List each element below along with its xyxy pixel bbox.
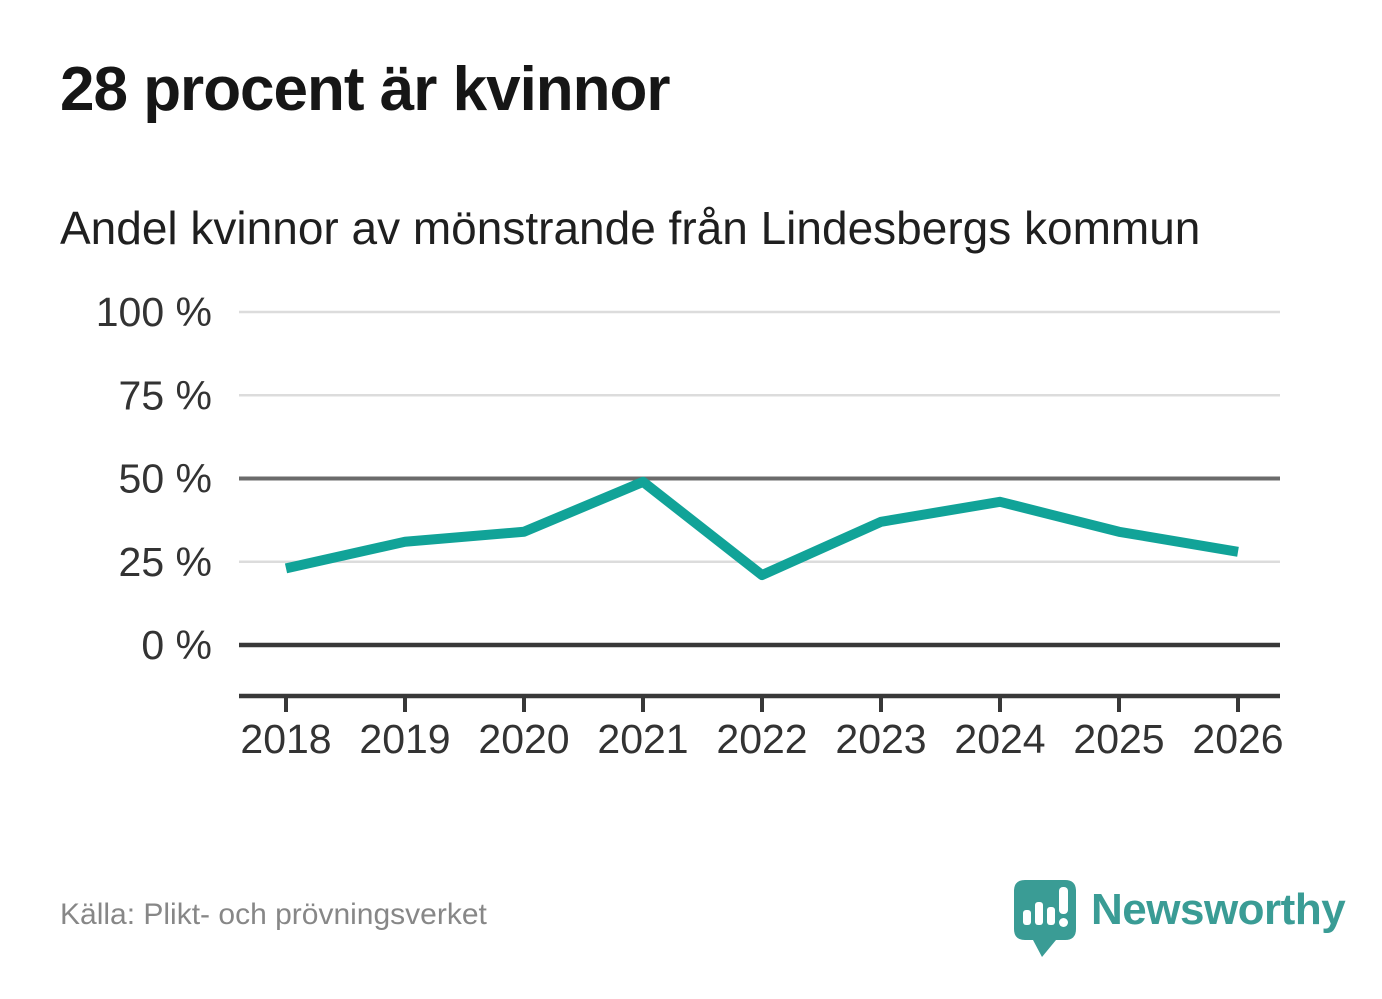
x-tick-label: 2023 [835, 716, 926, 762]
x-tick-label: 2026 [1192, 716, 1283, 762]
x-tick-label: 2025 [1073, 716, 1164, 762]
brand-logo: Newsworthy [1012, 878, 1346, 958]
brand-name: Newsworthy [1091, 885, 1346, 934]
y-tick-label: 100 % [96, 289, 212, 335]
y-tick-label: 0 % [141, 622, 212, 668]
chart-subtitle: Andel kvinnor av mönstrande från Lindesb… [60, 202, 1201, 254]
x-tick-label: 2020 [478, 716, 569, 762]
y-tick-label: 75 % [119, 372, 212, 418]
page-title: 28 procent är kvinnor [60, 55, 671, 124]
data-series-line [284, 476, 1239, 581]
newsworthy-speech-bubble-bar-chart-icon [1014, 880, 1076, 957]
x-tick-label: 2019 [359, 716, 450, 762]
source-attribution: Källa: Plikt- och prövningsverket [60, 898, 487, 931]
x-tick-label: 2024 [954, 716, 1045, 762]
x-tick-label: 2018 [240, 716, 331, 762]
x-tick-label: 2022 [716, 716, 807, 762]
x-tick-label: 2021 [597, 716, 688, 762]
y-tick-label: 50 % [119, 456, 212, 502]
y-tick-label: 25 % [119, 539, 212, 585]
